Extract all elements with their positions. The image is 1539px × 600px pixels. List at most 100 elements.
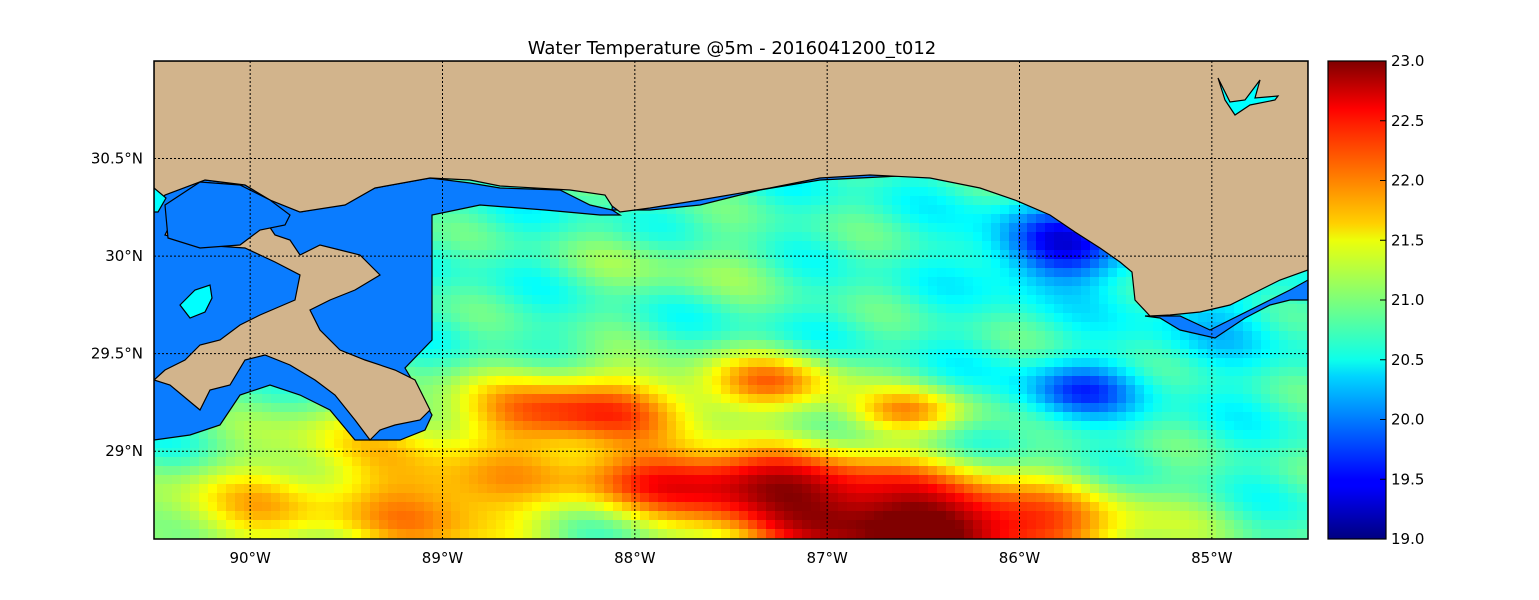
heat-cell <box>1018 277 1028 287</box>
heat-cell <box>982 322 992 332</box>
heat-cell <box>442 223 452 233</box>
heat-cell <box>1072 241 1082 251</box>
heat-cell <box>847 340 857 350</box>
heat-cell <box>1027 358 1037 368</box>
heat-cell <box>631 331 641 341</box>
heat-cell <box>955 232 965 242</box>
heat-cell <box>676 322 686 332</box>
heat-cell <box>622 367 632 377</box>
heat-cell <box>703 286 713 296</box>
heat-cell <box>1018 223 1028 233</box>
heat-cell <box>478 394 488 404</box>
heat-cell <box>730 214 740 224</box>
heat-cell <box>847 232 857 242</box>
heat-cell <box>586 277 596 287</box>
heat-cell <box>1000 295 1010 305</box>
heat-cell <box>1243 295 1253 305</box>
heat-cell <box>802 403 812 413</box>
heat-cell <box>595 295 605 305</box>
heat-cell <box>973 268 983 278</box>
heat-cell <box>622 268 632 278</box>
heat-cell <box>1297 349 1307 359</box>
heat-cell <box>775 385 785 395</box>
heat-cell <box>892 304 902 314</box>
heat-cell <box>928 232 938 242</box>
heat-cell <box>973 232 983 242</box>
heat-cell <box>991 259 1001 269</box>
heat-cell <box>523 223 533 233</box>
heat-cell <box>991 376 1001 386</box>
heat-cell <box>1279 358 1289 368</box>
heat-cell <box>784 376 794 386</box>
heat-cell <box>613 268 623 278</box>
heat-cell <box>622 304 632 314</box>
heat-cell <box>1108 331 1118 341</box>
heat-cell <box>721 241 731 251</box>
heat-cell <box>856 367 866 377</box>
heat-cell <box>541 241 551 251</box>
heat-cell <box>730 340 740 350</box>
heat-cell <box>271 385 281 395</box>
heat-cell <box>496 241 506 251</box>
heat-cell <box>1252 376 1262 386</box>
heat-cell <box>613 403 623 413</box>
heat-cell <box>487 331 497 341</box>
heat-cell <box>433 376 443 386</box>
heat-cell <box>676 250 686 260</box>
heat-cell <box>766 367 776 377</box>
heat-cell <box>667 295 677 305</box>
heat-cell <box>649 403 659 413</box>
heat-cell <box>640 268 650 278</box>
heat-cell <box>703 304 713 314</box>
heat-cell <box>1117 322 1127 332</box>
heat-cell <box>937 250 947 260</box>
heat-cell <box>748 250 758 260</box>
heat-cell <box>496 322 506 332</box>
heat-cell <box>550 376 560 386</box>
heat-cell <box>982 250 992 260</box>
heat-cell <box>658 250 668 260</box>
heat-cell <box>793 331 803 341</box>
heat-cell <box>937 394 947 404</box>
heat-cell <box>838 331 848 341</box>
heat-cell <box>694 259 704 269</box>
heat-cell <box>721 304 731 314</box>
heat-cell <box>658 214 668 224</box>
heat-cell <box>532 340 542 350</box>
heat-cell <box>982 403 992 413</box>
heat-cell <box>973 331 983 341</box>
heat-cell <box>784 331 794 341</box>
heat-cell <box>487 322 497 332</box>
heat-cell <box>910 304 920 314</box>
heat-cell <box>1090 358 1100 368</box>
heat-cell <box>748 196 758 206</box>
heat-cell <box>784 214 794 224</box>
heat-cell <box>1270 313 1280 323</box>
heat-cell <box>694 376 704 386</box>
heat-cell <box>973 385 983 395</box>
heat-cell <box>1099 295 1109 305</box>
heat-cell <box>685 286 695 296</box>
heat-cell <box>928 214 938 224</box>
heat-cell <box>982 295 992 305</box>
heat-cell <box>721 250 731 260</box>
heat-cell <box>784 259 794 269</box>
heat-cell <box>478 205 488 215</box>
heat-cell <box>550 232 560 242</box>
heat-cell <box>1054 340 1064 350</box>
heat-cell <box>1099 250 1109 260</box>
heat-cell <box>1252 349 1262 359</box>
heat-cell <box>784 322 794 332</box>
heat-cell <box>604 268 614 278</box>
heat-cell <box>820 268 830 278</box>
heat-cell <box>685 394 695 404</box>
heat-cell <box>685 349 695 359</box>
heat-cell <box>766 205 776 215</box>
heat-cell <box>865 385 875 395</box>
heat-cell <box>1288 394 1298 404</box>
heat-cell <box>883 304 893 314</box>
heat-cell <box>1198 313 1208 323</box>
heat-cell <box>802 385 812 395</box>
heat-cell <box>757 250 767 260</box>
heat-cell <box>901 223 911 233</box>
